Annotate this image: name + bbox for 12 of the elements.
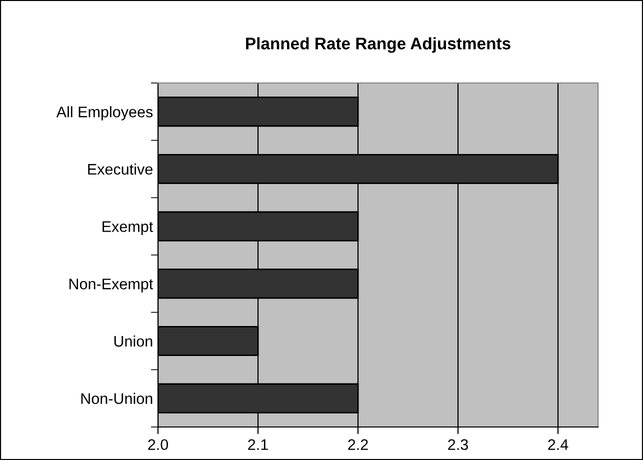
x-tick-label: 2.2 — [348, 439, 368, 450]
y-tick-label: Executive — [88, 163, 152, 175]
x-tick-label: 2.1 — [248, 439, 268, 450]
x-tick-label: 2.4 — [548, 439, 568, 450]
x-tick-label: 2.3 — [448, 439, 468, 450]
y-tick-label: Exempt — [102, 221, 154, 236]
x-tick-label: 2.0 — [148, 439, 168, 450]
y-tick-label: Non-Union — [81, 392, 152, 404]
y-tick-label: All Employees — [56, 106, 153, 120]
y-tick-label: Non-Exempt — [69, 278, 154, 292]
y-tick-label: Union — [114, 335, 152, 347]
chart-title: Planned Rate Range Adjustments — [246, 37, 510, 53]
